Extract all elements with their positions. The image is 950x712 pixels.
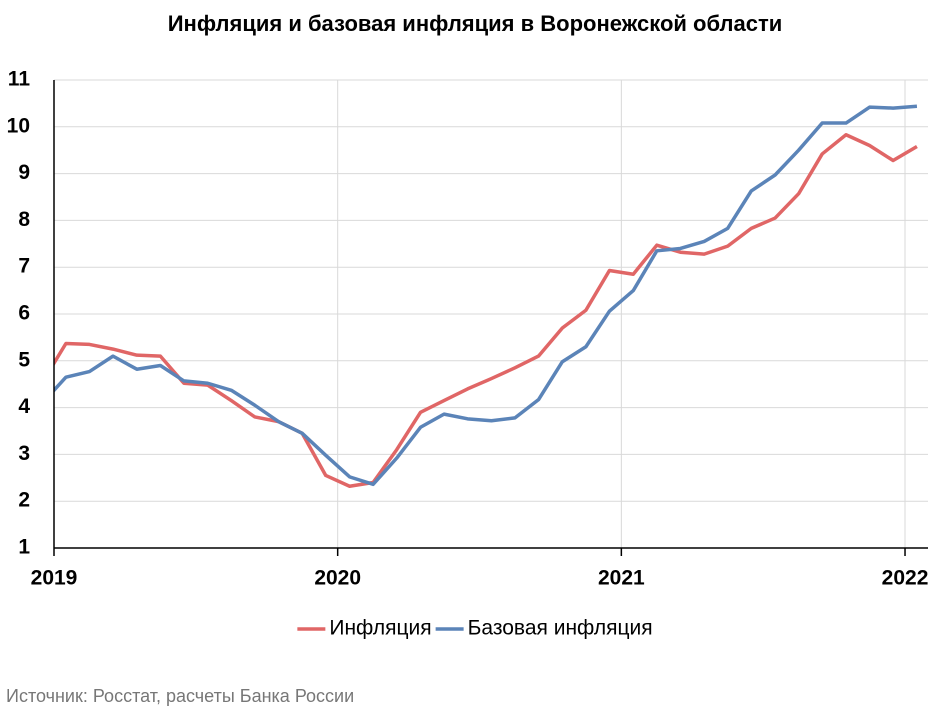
axes: 1 2 3 4 5 6 7 8 9 10 11 2019 2020 2021 2022 [7, 68, 929, 590]
series-line [54, 133, 918, 488]
source-note: Источник: Росстат, расчеты Банка России [6, 686, 354, 706]
chart-title: Инфляция и базовая инфляция в Воронежско… [168, 11, 783, 36]
y-tick-label: 6 [18, 302, 30, 325]
y-tick-label: 10 [7, 114, 30, 137]
y-tick-label: 1 [18, 536, 30, 559]
legend-label: Инфляция [329, 617, 431, 640]
legend: Инфляция Базовая инфляция [297, 617, 653, 640]
x-tick-label: 2019 [31, 567, 78, 590]
x-tick-label: 2021 [598, 567, 645, 590]
y-tick-label: 3 [18, 442, 30, 465]
y-tick-label: 11 [8, 68, 31, 91]
legend-label: Базовая инфляция [468, 617, 653, 640]
y-tick-label: 2 [18, 489, 30, 512]
y-tick-label: 5 [18, 348, 30, 371]
plot-lines [54, 104, 918, 488]
y-tick-label: 9 [18, 161, 30, 184]
x-tick-label: 2022 [882, 567, 929, 590]
x-tick-label: 2020 [314, 567, 361, 590]
series-line [54, 104, 918, 487]
y-tick-label: 7 [18, 255, 30, 278]
y-tick-label: 4 [18, 395, 30, 418]
y-tick-label: 8 [18, 208, 30, 231]
